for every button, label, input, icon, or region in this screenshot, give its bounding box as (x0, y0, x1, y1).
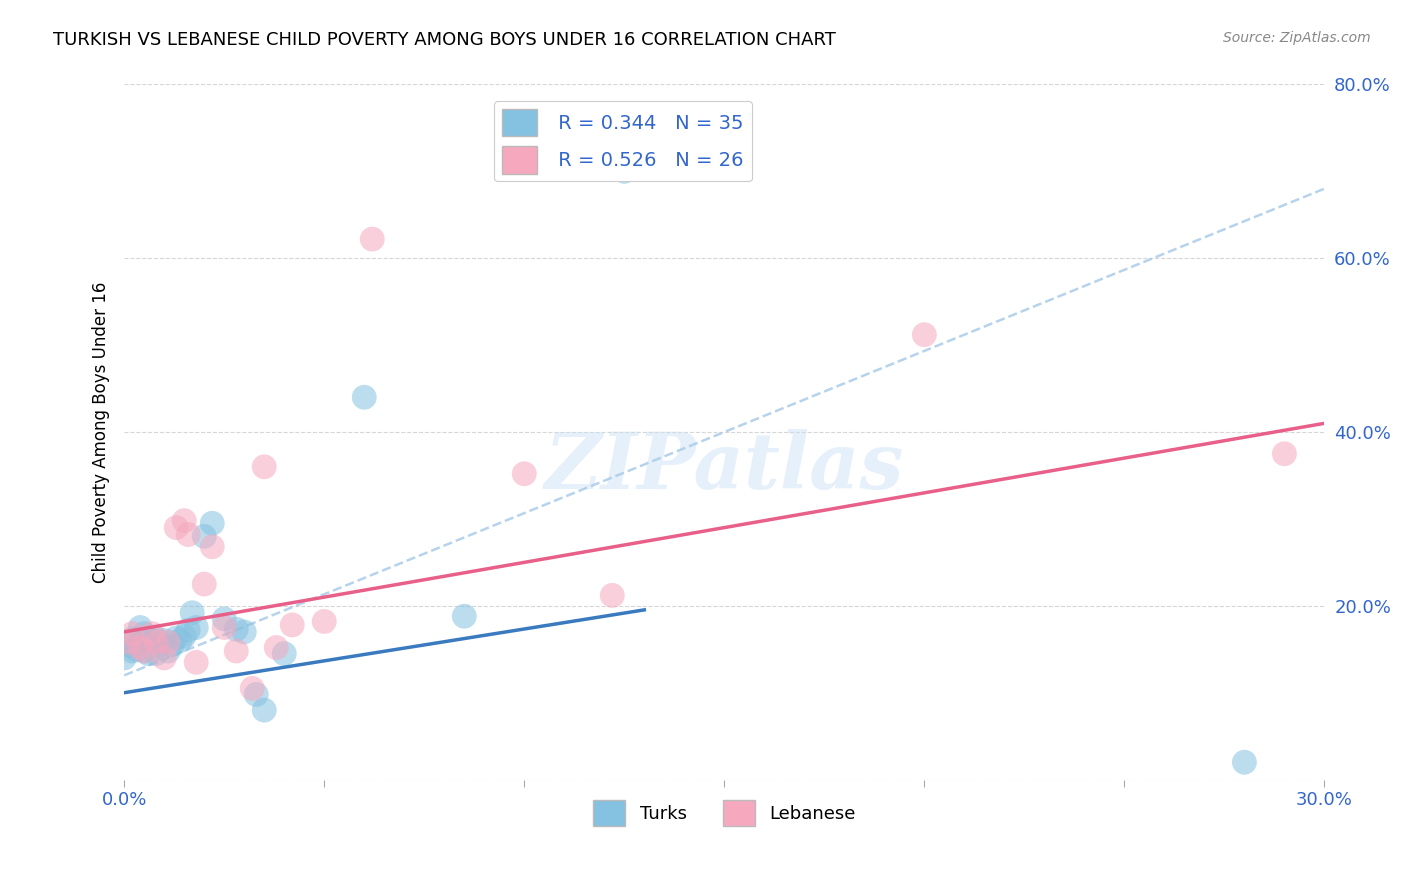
Point (1233, 756, 1256, 770)
Point (225, 622, 247, 636)
Text: Source: ZipAtlas.com: Source: ZipAtlas.com (1223, 31, 1371, 45)
Point (193, 529, 215, 543)
Text: TURKISH VS LEBANESE CHILD POVERTY AMONG BOYS UNDER 16 CORRELATION CHART: TURKISH VS LEBANESE CHILD POVERTY AMONG … (53, 31, 837, 49)
Point (121, 644, 143, 658)
Point (121, 632, 143, 646)
Point (453, 609, 475, 624)
Point (177, 623, 200, 637)
Point (134, 626, 156, 640)
Point (121, 626, 143, 640)
Point (145, 635, 167, 649)
Point (240, 681, 263, 696)
Point (353, 390, 375, 404)
Point (160, 638, 183, 652)
Point (173, 629, 195, 643)
Point (117, 638, 139, 652)
Point (201, 516, 224, 531)
Point (186, 621, 208, 635)
Legend: Turks, Lebanese: Turks, Lebanese (585, 793, 863, 833)
Point (125, 642, 148, 657)
Point (141, 633, 163, 648)
Point (134, 644, 156, 658)
Point (165, 520, 187, 534)
Point (169, 633, 191, 648)
Point (177, 527, 200, 541)
Point (141, 626, 163, 640)
Point (181, 606, 204, 620)
Point (129, 621, 152, 635)
Point (129, 640, 152, 655)
Point (281, 618, 304, 632)
Point (253, 459, 276, 474)
Point (153, 633, 176, 648)
Point (314, 615, 336, 629)
Point (165, 631, 187, 645)
Y-axis label: Child Poverty Among Boys Under 16: Child Poverty Among Boys Under 16 (93, 281, 110, 582)
Point (361, 232, 384, 246)
Point (153, 651, 176, 665)
Point (149, 638, 172, 652)
Point (245, 688, 267, 702)
Point (186, 655, 208, 669)
Point (201, 540, 224, 554)
Point (117, 635, 139, 649)
Point (112, 651, 135, 665)
Point (157, 635, 180, 649)
Point (513, 467, 536, 481)
Point (273, 647, 295, 661)
Point (193, 577, 215, 591)
Point (912, 327, 935, 342)
Point (212, 612, 235, 626)
Point (134, 644, 156, 658)
Point (253, 703, 276, 717)
Point (157, 644, 180, 658)
Text: ZIPatlas: ZIPatlas (544, 428, 904, 505)
Point (613, 164, 636, 178)
Point (233, 624, 256, 639)
Point (145, 647, 167, 661)
Point (600, 588, 623, 602)
Point (129, 633, 152, 648)
Point (173, 514, 195, 528)
Point (212, 621, 235, 635)
Point (225, 644, 247, 658)
Point (1274, 447, 1296, 461)
Point (136, 647, 159, 661)
Point (264, 640, 287, 655)
Point (145, 632, 167, 646)
